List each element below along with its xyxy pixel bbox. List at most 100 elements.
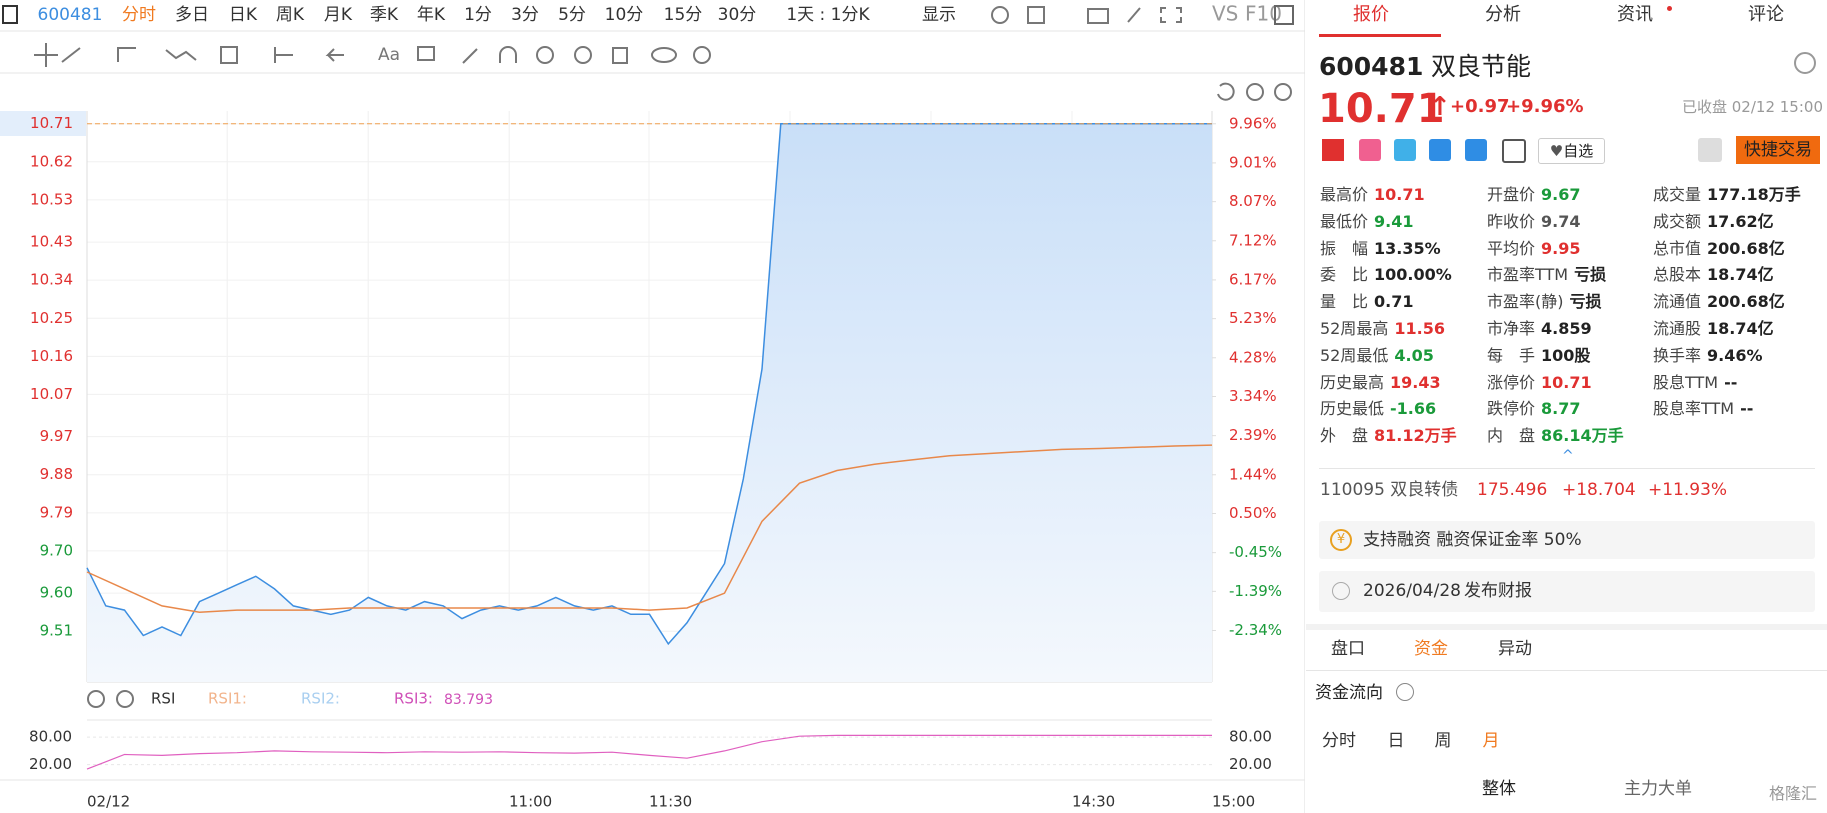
square-icon[interactable] [1027, 6, 1045, 24]
sub-tab[interactable]: 异动 [1498, 639, 1532, 659]
stat-item: 市净率 4.859 [1487, 321, 1592, 337]
info-icon[interactable] [1396, 683, 1414, 701]
trade-button[interactable]: 快捷交易 [1736, 136, 1820, 164]
panel-toggle[interactable] [1274, 5, 1294, 25]
move-icon[interactable] [34, 43, 58, 67]
flow-tab[interactable]: 主力大单 [1624, 779, 1692, 799]
watch-label: 自选 [1563, 142, 1594, 160]
stat-item: 市盈率TTM 亏损 [1487, 267, 1606, 283]
settings-icon[interactable] [991, 6, 1009, 24]
period-tab[interactable]: 30分 [718, 5, 757, 25]
quote-tab[interactable]: 分析 [1485, 4, 1521, 25]
stat-label: 委 比 [1320, 265, 1369, 285]
sub-tab[interactable]: 盘口 [1331, 639, 1365, 659]
gear-icon[interactable] [693, 46, 711, 64]
stat-item: 成交额 17.62亿 [1653, 213, 1774, 230]
angle-icon[interactable] [462, 48, 478, 64]
stat-value: 4.05 [1394, 345, 1434, 365]
quote-tab[interactable]: 评论 [1748, 4, 1784, 25]
flow-period[interactable]: 月 [1482, 731, 1500, 751]
stock-code[interactable]: 600481 [38, 5, 103, 25]
quote-tab[interactable]: 资讯 [1617, 4, 1653, 25]
icon[interactable] [1465, 139, 1487, 161]
icon[interactable] [1502, 139, 1526, 163]
stat-label: 量 比 [1320, 292, 1369, 312]
period-tab[interactable]: 分时 [122, 5, 156, 25]
period-tab[interactable]: 年K [417, 5, 446, 25]
flow-period[interactable]: 分时 [1322, 731, 1356, 751]
flag-icon[interactable] [1322, 139, 1344, 161]
bond-name[interactable]: 110095 双良转债 [1320, 480, 1459, 500]
delete-icon[interactable] [612, 47, 628, 64]
zoom-out[interactable] [1246, 83, 1264, 101]
flow-tab[interactable]: 整体 [1482, 779, 1516, 799]
alert-button[interactable] [1698, 138, 1722, 162]
settings-icon[interactable] [1794, 52, 1816, 74]
period-tab[interactable]: 月K [324, 5, 353, 25]
icon[interactable] [1429, 139, 1451, 161]
stat-value: 9.46% [1707, 345, 1763, 365]
y-tick-label: 9.60 [40, 584, 73, 602]
camera-icon[interactable] [1087, 8, 1109, 24]
stat-value: 11.56 [1394, 319, 1445, 338]
divider [1306, 624, 1827, 630]
note-icon[interactable] [417, 46, 435, 61]
stat-label: 成交量 [1653, 185, 1702, 204]
rsi-title[interactable]: RSI [151, 690, 175, 708]
reset-icon[interactable] [1217, 82, 1235, 101]
arrow-icon[interactable] [325, 48, 344, 62]
magnet-icon[interactable] [499, 46, 517, 63]
flow-title: 资金流向 [1315, 683, 1383, 703]
sidebar-icon[interactable] [2, 5, 18, 24]
y2-tick-label: 9.01% [1229, 153, 1277, 171]
period-tab[interactable]: 15分 [664, 5, 703, 25]
measure-icon[interactable] [220, 46, 238, 64]
period-tab[interactable]: 季K [370, 5, 399, 25]
y-tick-label: 10.34 [30, 271, 73, 289]
zoom-in[interactable] [1274, 83, 1292, 101]
watch-button[interactable]: ♥自选 [1538, 138, 1605, 164]
period-tab[interactable]: 周K [276, 5, 305, 25]
vs-button[interactable]: VS [1212, 2, 1238, 26]
flow-period[interactable]: 周 [1434, 731, 1452, 751]
fullscreen-icon[interactable] [1160, 7, 1182, 23]
range-icon[interactable] [274, 47, 293, 63]
stat-value: 10.71 [1374, 185, 1425, 204]
flow-period[interactable]: 日 [1387, 731, 1405, 751]
pen-icon[interactable] [1127, 7, 1141, 23]
stat-value: 19.43 [1390, 372, 1441, 392]
margin-box[interactable] [1319, 521, 1815, 559]
stat-label: 流通股 [1653, 319, 1702, 338]
stat-item: 历史最低 -1.66 [1320, 401, 1436, 417]
stat-value: 200.68亿 [1707, 238, 1785, 258]
ray-icon[interactable] [117, 47, 136, 62]
stat-value: -- [1724, 372, 1738, 392]
stat-value: 0.71 [1374, 292, 1414, 312]
x-tick-label: 14:30 [1072, 793, 1115, 811]
quote-tab[interactable]: 报价 [1353, 4, 1389, 25]
hide-icon[interactable] [574, 46, 592, 64]
icon[interactable] [1394, 139, 1416, 161]
sub-tab[interactable]: 资金 [1414, 639, 1448, 659]
rsi-close[interactable] [116, 690, 134, 708]
collapse-caret[interactable]: ^ [1562, 448, 1574, 464]
period-tab[interactable]: 10分 [605, 5, 644, 25]
display-select[interactable]: 显示 [922, 5, 956, 25]
range-select[interactable]: 1天 : 1分K [786, 5, 870, 25]
period-tab[interactable]: 日K [229, 5, 258, 25]
link-icon[interactable] [651, 47, 677, 63]
report-box[interactable] [1319, 571, 1815, 612]
period-tab[interactable]: 多日 [175, 5, 209, 25]
stat-value: 亏损 [1574, 265, 1607, 285]
stat-value: 9.41 [1374, 211, 1414, 231]
period-tab[interactable]: 1分 [464, 5, 492, 25]
rsi-settings[interactable] [87, 690, 105, 708]
period-tab[interactable]: 3分 [511, 5, 539, 25]
wave-icon[interactable] [165, 49, 197, 61]
lock-icon[interactable] [536, 46, 554, 64]
period-tab[interactable]: 5分 [558, 5, 586, 25]
line-icon[interactable] [61, 47, 81, 63]
text-tool[interactable]: Aa [378, 45, 400, 65]
icon[interactable] [1359, 139, 1381, 161]
